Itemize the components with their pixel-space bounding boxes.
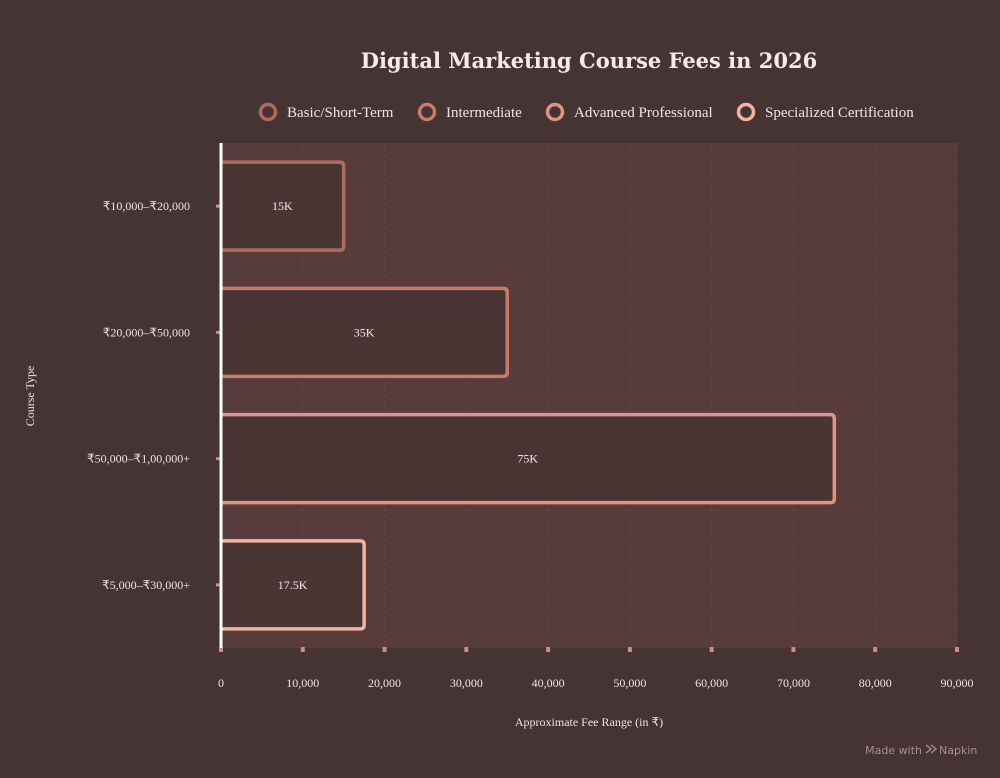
bar-rect bbox=[221, 286, 509, 379]
x-tick-label: 50,000 bbox=[613, 676, 646, 690]
y-tick-mark bbox=[216, 457, 220, 461]
x-tick-label: 40,000 bbox=[532, 676, 565, 690]
x-tick-mark bbox=[382, 647, 387, 652]
legend-item: Advanced Professional bbox=[545, 102, 713, 122]
bar-rect bbox=[221, 539, 366, 631]
legend-marker bbox=[736, 102, 756, 122]
bar-rect bbox=[221, 160, 346, 252]
bar: 15K bbox=[221, 160, 346, 252]
bar-value-label: 17.5K bbox=[278, 578, 308, 592]
x-tick-mark bbox=[627, 647, 632, 652]
y-tick-label: ₹10,000–₹20,000 bbox=[103, 199, 190, 213]
legend-marker bbox=[258, 102, 278, 122]
legend-marker bbox=[417, 102, 437, 122]
x-tick-label: 80,000 bbox=[859, 676, 892, 690]
bar-value-label: 15K bbox=[272, 199, 293, 213]
y-tick-label: ₹20,000–₹50,000 bbox=[103, 325, 190, 339]
y-axis-label: Course Type bbox=[23, 366, 37, 427]
legend-item: Intermediate bbox=[417, 102, 522, 122]
x-tick-label: 60,000 bbox=[695, 676, 728, 690]
legend: Basic/Short-Term Intermediate Advanced Pro… bbox=[258, 102, 914, 122]
legend-label: Advanced Professional bbox=[574, 105, 713, 121]
watermark: Made with Napkin bbox=[865, 744, 977, 757]
legend-label: Basic/Short-Term bbox=[287, 105, 394, 121]
watermark-prefix: Made with bbox=[865, 744, 922, 757]
y-tick-mark bbox=[216, 204, 220, 208]
watermark-brand: Napkin bbox=[939, 744, 977, 757]
legend-marker bbox=[545, 102, 565, 122]
legend-item: Basic/Short-Term bbox=[258, 102, 394, 122]
bar-value-label: 35K bbox=[354, 325, 375, 339]
bar: 75K bbox=[221, 412, 837, 505]
y-tick-label: ₹5,000–₹30,000+ bbox=[102, 578, 190, 592]
x-tick-label: 70,000 bbox=[777, 676, 810, 690]
x-tick-mark bbox=[873, 647, 878, 652]
y-tick-label: ₹50,000–₹1,00,000+ bbox=[87, 452, 190, 466]
legend-label: Intermediate bbox=[446, 105, 522, 121]
x-tick-mark bbox=[791, 647, 796, 652]
napkin-logo-icon bbox=[925, 744, 938, 754]
x-tick-mark bbox=[546, 647, 551, 652]
x-tick-mark bbox=[300, 647, 305, 652]
bars: 15K 35K 75K 17.5K bbox=[221, 160, 837, 631]
chart-title: Digital Marketing Course Fees in 2026 bbox=[361, 48, 817, 73]
y-tick-mark bbox=[216, 583, 220, 587]
y-tick-mark bbox=[216, 330, 220, 334]
x-tick-mark bbox=[709, 647, 714, 652]
x-tick-label: 20,000 bbox=[368, 676, 401, 690]
x-tick-label: 0 bbox=[218, 676, 224, 690]
y-axis: ₹10,000–₹20,000 ₹20,000–₹50,000 ₹50,000–₹1… bbox=[87, 143, 223, 648]
bar: 17.5K bbox=[221, 539, 366, 631]
bar-value-label: 75K bbox=[517, 452, 538, 466]
bar: 35K bbox=[221, 286, 509, 379]
x-tick-mark bbox=[955, 647, 959, 652]
x-tick-label: 90,000 bbox=[941, 676, 974, 690]
x-tick-mark bbox=[464, 647, 469, 652]
legend-item: Specialized Certification bbox=[736, 102, 914, 122]
bar-rect bbox=[221, 412, 837, 505]
x-tick-mark bbox=[219, 647, 223, 652]
x-tick-label: 30,000 bbox=[450, 676, 483, 690]
legend-label: Specialized Certification bbox=[765, 105, 914, 121]
x-tick-label: 10,000 bbox=[286, 676, 319, 690]
x-axis: 0 10,000 20,000 30,000 40,000 50,000 60,000 70,… bbox=[218, 647, 974, 690]
x-axis-label: Approximate Fee Range (in ₹) bbox=[515, 715, 663, 729]
